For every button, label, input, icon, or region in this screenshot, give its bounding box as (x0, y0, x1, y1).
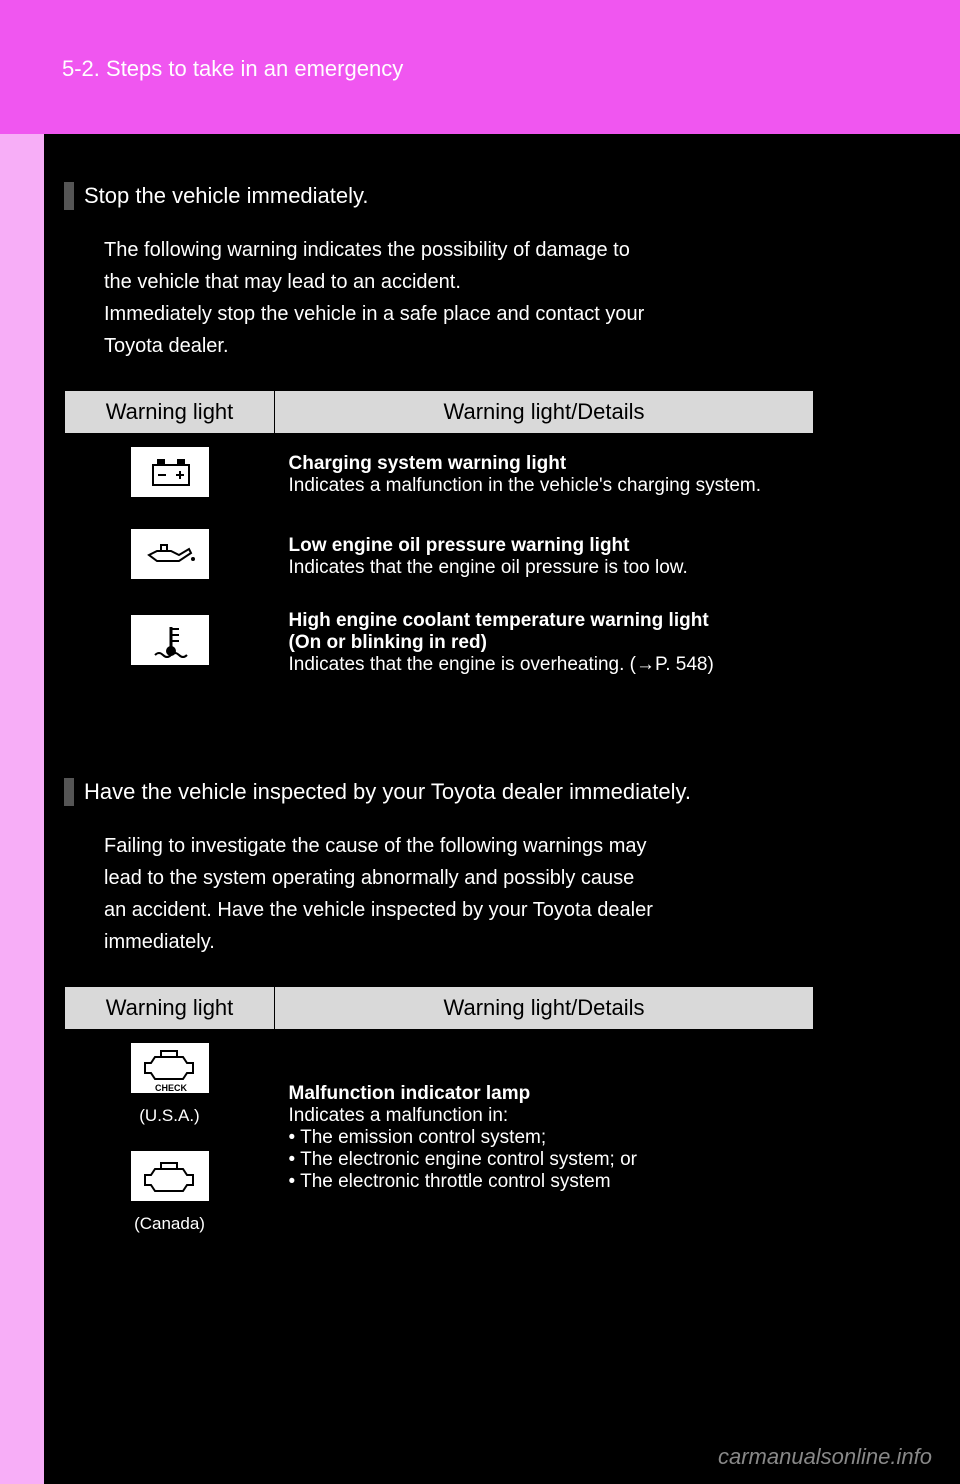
coolant-temp-icon (130, 614, 210, 666)
side-tab (0, 134, 44, 1484)
table-header: Warning light (65, 987, 275, 1030)
oil-can-icon (130, 528, 210, 580)
table-row: High engine coolant temperature warning … (65, 598, 814, 688)
warning-table-1: Warning light Warning light/Details Char… (64, 390, 814, 688)
table-header: Warning light/Details (275, 987, 814, 1030)
section-1-heading: Stop the vehicle immediately. (44, 134, 960, 210)
table-row: Low engine oil pressure warning light In… (65, 516, 814, 598)
breadcrumb: 5-2. Steps to take in an emergency (62, 56, 403, 82)
section-2-body: Failing to investigate the cause of the … (44, 806, 960, 958)
section-2-heading: Have the vehicle inspected by your Toyot… (44, 688, 960, 806)
table-header: Warning light/Details (275, 391, 814, 434)
warning-table-2: Warning light Warning light/Details CHEC… (64, 986, 814, 1246)
battery-icon (130, 446, 210, 498)
svg-text:CHECK: CHECK (154, 1083, 187, 1093)
table-header: Warning light (65, 391, 275, 434)
table-row: Charging system warning light Indicates … (65, 434, 814, 517)
section-1-body: The following warning indicates the poss… (44, 210, 960, 362)
check-engine-icon: CHECK (130, 1042, 210, 1094)
section-2-title: Have the vehicle inspected by your Toyot… (84, 779, 691, 804)
engine-icon (130, 1150, 210, 1202)
watermark: carmanualsonline.info (718, 1444, 932, 1470)
section-1-title: Stop the vehicle immediately. (84, 183, 369, 208)
table-row: CHECK (U.S.A.) Malfunction indicator lam… (65, 1030, 814, 1139)
